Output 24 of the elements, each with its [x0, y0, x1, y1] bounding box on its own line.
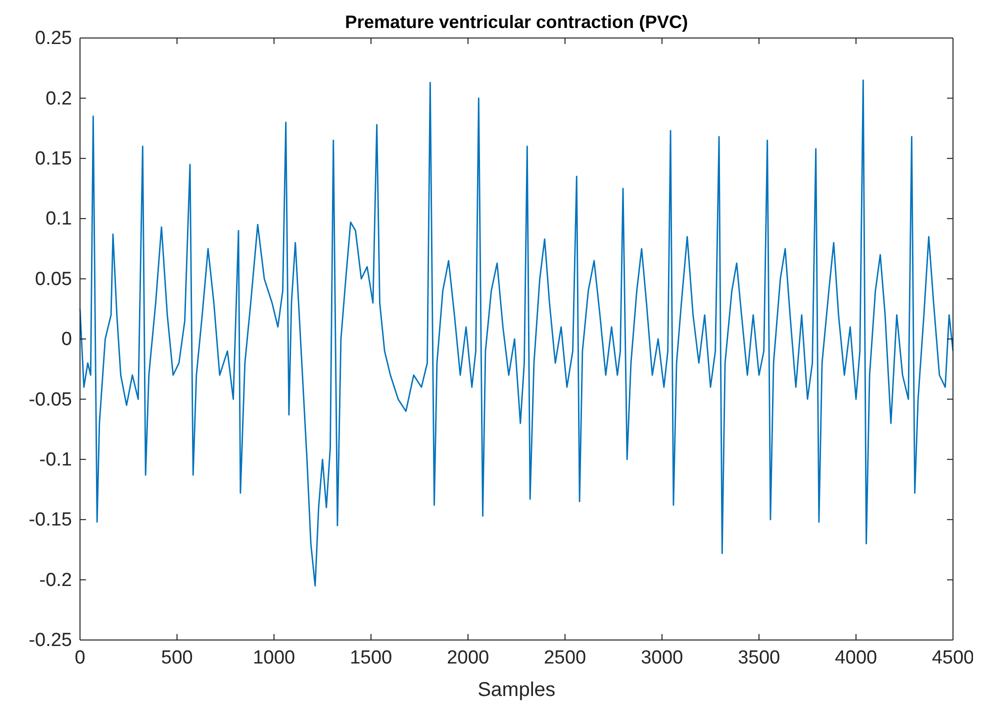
y-tick-label: -0.25 — [28, 630, 72, 652]
y-tick-label: -0.15 — [28, 510, 72, 531]
y-tick-label: 0.05 — [35, 268, 72, 290]
y-tick-label: -0.1 — [39, 449, 72, 470]
y-tick-label: 0.25 — [35, 28, 72, 50]
x-tick-label: 4500 — [932, 647, 974, 668]
x-tick-label: 500 — [161, 647, 193, 668]
chart-title: Premature ventricular contraction (PVC) — [344, 12, 688, 32]
y-tick-label: 0.15 — [35, 148, 72, 170]
x-axis-title: Samples — [478, 679, 556, 701]
x-tick-label: 3000 — [640, 647, 684, 668]
x-tick-label: 2500 — [544, 647, 586, 668]
y-tick-label: 0.1 — [46, 208, 72, 230]
x-tick-label: 0 — [74, 647, 86, 668]
y-tick-label: -0.2 — [39, 570, 72, 591]
x-tick-label: 1000 — [252, 647, 296, 668]
x-tick-label: 1500 — [350, 647, 392, 668]
y-tick-label: 0 — [61, 329, 72, 350]
x-tick-label: 3500 — [738, 647, 780, 668]
x-tick-label: 2000 — [446, 647, 490, 668]
line-series — [79, 79, 954, 587]
y-tick-label: 0.2 — [46, 88, 72, 110]
y-tick-label: -0.05 — [28, 389, 72, 410]
x-tick-label: 4000 — [834, 647, 878, 668]
